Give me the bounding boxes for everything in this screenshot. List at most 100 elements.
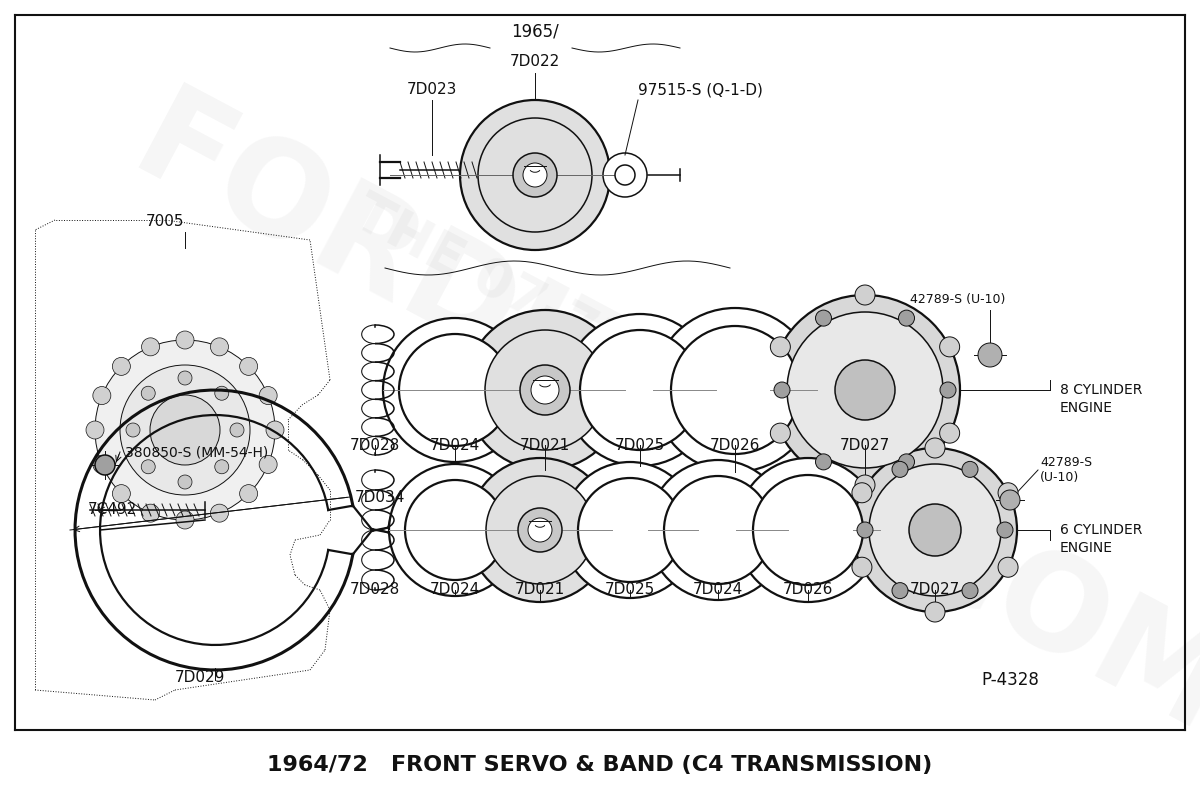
Text: 7005: 7005 <box>145 215 185 230</box>
Circle shape <box>578 478 682 582</box>
Circle shape <box>852 557 872 577</box>
Text: 7D025: 7D025 <box>605 583 655 598</box>
Text: 380850-S (MM-54-H): 380850-S (MM-54-H) <box>125 445 269 459</box>
Circle shape <box>1000 490 1020 510</box>
Text: P-4328: P-4328 <box>982 671 1039 689</box>
Text: 7D021: 7D021 <box>515 583 565 598</box>
Circle shape <box>816 310 832 326</box>
Circle shape <box>150 395 220 465</box>
Circle shape <box>126 423 140 437</box>
Circle shape <box>514 153 557 197</box>
Text: 7D026: 7D026 <box>782 583 833 598</box>
Circle shape <box>754 475 863 585</box>
Text: 1965/: 1965/ <box>511 23 559 41</box>
Text: 42789-S: 42789-S <box>1040 456 1092 468</box>
Circle shape <box>869 464 1001 596</box>
Circle shape <box>142 460 155 474</box>
Text: (U-10): (U-10) <box>1040 471 1079 484</box>
Circle shape <box>910 504 961 556</box>
Circle shape <box>466 310 625 470</box>
Text: 7D027: 7D027 <box>840 437 890 452</box>
Circle shape <box>142 386 155 401</box>
Text: 7D022: 7D022 <box>510 54 560 69</box>
Circle shape <box>215 386 229 401</box>
Circle shape <box>770 423 791 443</box>
Circle shape <box>215 460 229 474</box>
Text: 7D028: 7D028 <box>350 583 400 598</box>
Circle shape <box>176 511 194 529</box>
Text: ENGINE: ENGINE <box>1060 541 1114 555</box>
Circle shape <box>899 310 914 326</box>
Circle shape <box>853 448 1018 612</box>
Circle shape <box>95 340 275 520</box>
Circle shape <box>978 343 1002 367</box>
Circle shape <box>530 376 559 404</box>
Circle shape <box>178 371 192 385</box>
Circle shape <box>142 504 160 522</box>
Text: 42789-S (U-10): 42789-S (U-10) <box>910 294 1006 306</box>
Circle shape <box>648 460 788 600</box>
Circle shape <box>478 118 592 232</box>
Circle shape <box>176 331 194 349</box>
Circle shape <box>142 338 160 356</box>
Circle shape <box>998 557 1018 577</box>
Circle shape <box>92 386 110 405</box>
Text: 1964/72   FRONT SERVO & BAND (C4 TRANSMISSION): 1964/72 FRONT SERVO & BAND (C4 TRANSMISS… <box>268 755 932 775</box>
Circle shape <box>564 314 716 466</box>
Text: 7D026: 7D026 <box>710 437 760 452</box>
Text: 6 CYLINDER: 6 CYLINDER <box>1060 523 1142 537</box>
Circle shape <box>562 462 698 598</box>
Circle shape <box>120 365 250 495</box>
Circle shape <box>518 508 562 552</box>
Circle shape <box>998 483 1018 503</box>
Circle shape <box>664 476 772 584</box>
Circle shape <box>770 337 791 357</box>
Text: 7D024: 7D024 <box>430 437 480 452</box>
Circle shape <box>770 295 960 485</box>
Circle shape <box>398 334 511 446</box>
Circle shape <box>406 480 505 580</box>
Circle shape <box>852 483 872 503</box>
Circle shape <box>962 583 978 598</box>
Circle shape <box>266 421 284 439</box>
Circle shape <box>899 454 914 470</box>
Circle shape <box>486 476 594 584</box>
Circle shape <box>240 358 258 375</box>
Text: FORDITION.COM: FORDITION.COM <box>114 78 1200 761</box>
Circle shape <box>210 338 228 356</box>
Text: 97515-S (Q-1-D): 97515-S (Q-1-D) <box>638 82 763 97</box>
Circle shape <box>940 337 960 357</box>
Circle shape <box>580 330 700 450</box>
Text: 7D028: 7D028 <box>350 437 400 452</box>
Circle shape <box>259 386 277 405</box>
Circle shape <box>95 455 115 475</box>
Text: 7D029: 7D029 <box>175 670 226 685</box>
Text: THE 07-72 RESOURCE: THE 07-72 RESOURCE <box>346 187 935 533</box>
Circle shape <box>854 285 875 305</box>
Text: 7D023: 7D023 <box>407 82 457 97</box>
Text: 7D024: 7D024 <box>430 583 480 598</box>
Circle shape <box>940 382 956 398</box>
Circle shape <box>925 438 946 458</box>
Circle shape <box>383 318 527 462</box>
Circle shape <box>857 522 874 538</box>
Circle shape <box>210 504 228 522</box>
Text: 7C492: 7C492 <box>88 503 137 517</box>
Text: 7D024: 7D024 <box>692 583 743 598</box>
Circle shape <box>460 100 610 250</box>
Circle shape <box>616 165 635 185</box>
Text: 7D027: 7D027 <box>910 583 960 598</box>
Circle shape <box>178 475 192 489</box>
Text: ENGINE: ENGINE <box>1060 401 1114 415</box>
Circle shape <box>259 456 277 473</box>
Circle shape <box>653 308 817 472</box>
Circle shape <box>997 522 1013 538</box>
Circle shape <box>892 583 908 598</box>
Text: 7D021: 7D021 <box>520 437 570 452</box>
Circle shape <box>604 153 647 197</box>
Circle shape <box>523 163 547 187</box>
Text: 7D025: 7D025 <box>614 437 665 452</box>
Circle shape <box>787 312 943 468</box>
Circle shape <box>485 330 605 450</box>
Circle shape <box>736 458 880 602</box>
